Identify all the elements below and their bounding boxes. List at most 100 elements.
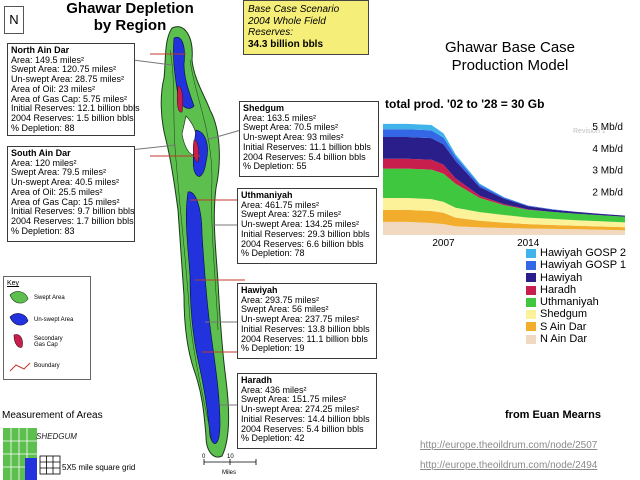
region-name: Haradh xyxy=(241,375,273,385)
scale-tick-label: 0 xyxy=(202,454,206,460)
region-box-north-ain-dar: North Ain Dar Area: 149.5 miles² Swept A… xyxy=(7,43,140,136)
region-stat: Area: 436 miles² xyxy=(241,384,307,395)
field-map xyxy=(150,26,245,458)
legend-swatch xyxy=(526,285,536,295)
key-item: Secondary Gas Cap xyxy=(34,336,63,348)
region-stat: 2004 Reserves: 1.7 billion bbls xyxy=(11,215,134,226)
key-item: Boundary xyxy=(34,363,60,369)
y-tick-label: 5 Mb/d xyxy=(592,122,623,133)
measurement-shedgum-label: SHEDGUM xyxy=(36,432,77,441)
region-name: Shedgum xyxy=(243,103,285,113)
legend-label: Hawiyah GOSP 2 xyxy=(540,247,627,259)
model-title-line1: Ghawar Base Case xyxy=(444,39,576,56)
page-title-line2: by Region xyxy=(93,17,167,34)
legend-label: S Ain Dar xyxy=(540,320,587,333)
region-stat: 2004 Reserves: 6.6 billion bbls xyxy=(241,238,364,249)
region-stat: % Depletion: 78 xyxy=(241,248,305,259)
series-area-haradh xyxy=(383,158,625,217)
region-box-uthmaniyah: Uthmaniyah Area: 461.75 miles² Swept Are… xyxy=(237,188,377,264)
legend-label: Haradh xyxy=(540,283,577,296)
chart-revision-label: Revision 1 xyxy=(573,128,606,135)
key-symbols xyxy=(9,291,31,372)
region-stat: Area of Gas Cap: 15 miles² xyxy=(11,196,120,207)
legend-item: S Ain Dar xyxy=(526,321,626,333)
region-stat: Un-swept Area: 40.5 miles² xyxy=(11,177,120,188)
pointer-line xyxy=(205,129,242,141)
chart-total-label: total prod. '02 to '28 = 30 Gb xyxy=(385,97,544,111)
key-gas-cap-symbol xyxy=(13,334,23,348)
region-stat: % Depletion: 19 xyxy=(241,343,305,354)
legend-item: Uthmaniyah xyxy=(526,296,626,308)
series-area-s-ain-dar xyxy=(383,209,625,231)
model-title-line2: Production Model xyxy=(451,57,569,74)
legend-swatch xyxy=(526,273,536,283)
base-case-line: Reserves: xyxy=(248,27,294,38)
region-stat: Swept Area: 151.75 miles² xyxy=(241,394,347,405)
region-stat: Un-swept Area: 28.75 miles² xyxy=(11,74,125,85)
chart-areas xyxy=(383,123,625,235)
region-stat: Un-swept Area: 237.75 miles² xyxy=(241,314,360,325)
legend-item: Hawiyah GOSP 2 xyxy=(526,247,626,259)
region-stat: Swept Area: 327.5 miles² xyxy=(241,209,342,220)
region-stat: Area: 120 miles² xyxy=(11,157,77,168)
base-case-box: Base Case Scenario 2004 Whole Field Rese… xyxy=(243,0,369,55)
legend-label: N Ain Dar xyxy=(540,333,588,346)
base-case-line: 2004 Whole Field xyxy=(248,15,326,27)
pointer-line xyxy=(129,144,177,151)
region-stat: % Depletion: 88 xyxy=(11,122,75,133)
measurement-unswept-fill xyxy=(25,458,37,480)
region-stat: Initial Reserves: 9.7 billion bbls xyxy=(11,206,135,217)
chart-legend: Hawiyah GOSP 2 Hawiyah GOSP 1 Hawiyah Ha… xyxy=(526,247,626,345)
chart-y-labels: 2 Mb/d 3 Mb/d 4 Mb/d 5 Mb/d xyxy=(592,122,623,198)
region-stat: % Depletion: 55 xyxy=(243,161,307,172)
legend-item: Shedgum xyxy=(526,308,626,320)
legend-label: Shedgum xyxy=(540,308,588,321)
region-stat: Area of Gas Cap: 5.75 miles² xyxy=(11,93,128,104)
page-title-line1: Ghawar Depletion xyxy=(66,0,194,17)
contour-line xyxy=(169,49,213,441)
chart-x-labels: 2007 2014 xyxy=(432,238,539,248)
map-key: Key Swept Area Un-swept Area Secondary G… xyxy=(3,276,91,380)
region-stat: Initial Reserves: 11.1 billion bbls xyxy=(243,141,371,152)
credit-text: from Euan Mearns xyxy=(505,409,601,421)
scale-tick-label: 10 xyxy=(227,454,234,460)
grid-symbol xyxy=(39,455,61,475)
region-name: Uthmaniyah xyxy=(241,190,293,200)
legend-item: Haradh xyxy=(526,284,626,296)
source-link-2494[interactable]: http://europe.theoildrum.com/node/2494 xyxy=(420,460,598,471)
region-stat: 2004 Reserves: 11.1 billion bbls xyxy=(241,333,368,344)
measurement-grid-figure xyxy=(3,428,37,480)
model-title: Ghawar Base Case Production Model xyxy=(396,39,624,75)
source-link-2507[interactable]: http://europe.theoildrum.com/node/2507 xyxy=(420,440,598,451)
region-stat: Swept Area: 70.5 miles² xyxy=(243,122,339,133)
region-stat: Area: 293.75 miles² xyxy=(241,294,320,305)
region-stat: Initial Reserves: 14.4 billion bbls xyxy=(241,413,370,424)
north-arrow: N xyxy=(4,6,24,34)
region-stat: Un-swept Area: 134.25 miles² xyxy=(241,219,360,230)
legend-swatch xyxy=(526,260,536,270)
legend-label: Uthmaniyah xyxy=(540,296,599,309)
y-tick-label: 2 Mb/d xyxy=(592,187,623,198)
legend-swatch xyxy=(526,310,536,320)
legend-swatch xyxy=(526,248,536,258)
legend-swatch xyxy=(526,297,536,307)
region-stat: Area: 163.5 miles² xyxy=(243,112,317,123)
region-box-haradh: Haradh Area: 436 miles² Swept Area: 151.… xyxy=(237,373,377,449)
region-box-shedgum: Shedgum Area: 163.5 miles² Swept Area: 7… xyxy=(239,101,379,177)
region-stat: Area: 461.75 miles² xyxy=(241,199,320,210)
region-name: South Ain Dar xyxy=(11,148,71,158)
region-stat: Swept Area: 56 miles² xyxy=(241,304,329,315)
scale-bar: 0 10 Miles xyxy=(202,454,257,476)
base-case-line: Base Case Scenario xyxy=(248,4,340,15)
key-unswept-symbol xyxy=(9,313,29,326)
gas-cap-north xyxy=(176,85,184,113)
region-stat: Swept Area: 120.75 miles² xyxy=(11,64,117,75)
pointer-line xyxy=(132,59,173,66)
region-name: North Ain Dar xyxy=(11,45,70,55)
region-stat: 2004 Reserves: 1.5 billion bbls xyxy=(11,112,134,123)
region-stat: Swept Area: 79.5 miles² xyxy=(11,167,107,178)
key-item: Un-swept Area xyxy=(34,317,74,323)
region-stat: % Depletion: 83 xyxy=(11,225,75,236)
legend-swatch xyxy=(526,322,536,332)
